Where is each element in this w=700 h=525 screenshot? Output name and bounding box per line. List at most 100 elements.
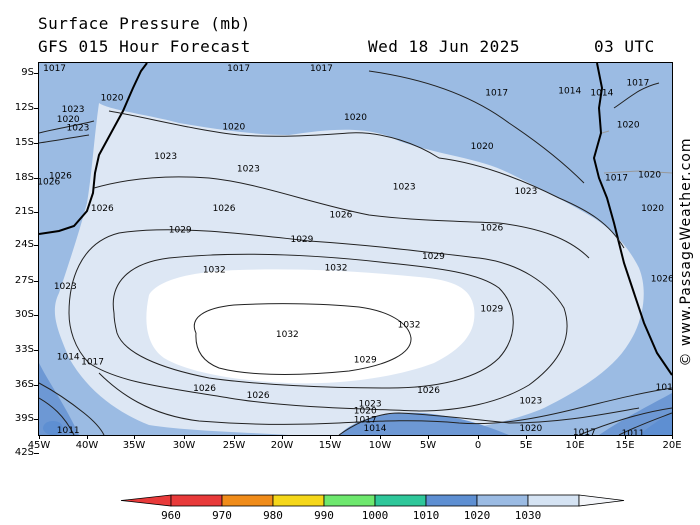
longitude-label: 10W (368, 440, 392, 451)
isobar-label: 1032 (276, 330, 299, 340)
band-1010-1014-southwest (39, 363, 79, 435)
isobar-label: 1014 (590, 88, 613, 98)
legend-label: 1030 (514, 509, 542, 522)
isobar-label: 1026 (480, 223, 503, 233)
chart-title: Surface Pressure (mb) (38, 14, 251, 33)
isobar-1017-northeast (613, 82, 660, 109)
latitude-label: 33S (14, 344, 34, 355)
isobar-label: 1029 (480, 305, 503, 315)
isobar-1032 (193, 303, 412, 375)
isobar-label: 1017 (43, 64, 66, 74)
isobar-label: 1011 (57, 426, 80, 435)
latitude-label: 36S (14, 379, 34, 390)
isobar-label: 1014 (57, 353, 80, 363)
isobar-label: 1029 (354, 356, 377, 366)
isobar-label: 1017 (485, 88, 508, 98)
isobar-label: 1017 (354, 415, 377, 425)
isobar-1023-south (98, 372, 672, 425)
isobar-label: 1020 (57, 115, 80, 125)
isobar-label: 1020 (641, 204, 664, 214)
latitude-label: 12S (14, 102, 34, 113)
longitude-tick (282, 435, 283, 439)
latitude-label: 24S (14, 239, 34, 250)
latitude-tick (34, 453, 39, 454)
longitude-tick (380, 435, 381, 439)
latitude-label: 39S (14, 413, 34, 424)
legend-swatch (323, 494, 376, 507)
isobar-1020-north (108, 110, 625, 249)
longitude-label: 15E (615, 440, 635, 451)
longitude-label: 10E (565, 440, 585, 451)
isobar-label: 1017 (605, 174, 628, 184)
latitude-tick (34, 315, 39, 316)
legend-arrow-right (578, 494, 625, 507)
latitude-label: 42S (14, 447, 34, 458)
isobar-label: 1032 (203, 266, 226, 276)
longitude-tick (330, 435, 331, 439)
band-1030-plus (146, 269, 475, 384)
isobar-label: 1026 (49, 172, 72, 182)
isobar-label: 1026 (417, 386, 440, 396)
africa-coastline (592, 63, 672, 376)
isobar-label: 1026 (651, 274, 672, 284)
isobar-label: 1014 (364, 424, 387, 434)
legend-label: 1000 (361, 509, 389, 522)
isobar-1023 (93, 176, 590, 259)
longitude-tick (39, 435, 40, 439)
border-line (603, 170, 672, 174)
longitude-label: 40W (75, 440, 99, 451)
isobar-label: 1020 (222, 123, 245, 133)
longitude-label: 0 (474, 440, 482, 451)
latitude-label: 9S (21, 67, 34, 78)
isobar-label: 1026 (247, 391, 270, 401)
isobar-label: 1029 (422, 252, 445, 262)
longitude-tick (478, 435, 479, 439)
isobar-label: 1023 (154, 152, 177, 162)
legend-swatch (221, 494, 274, 507)
legend-label: 1010 (412, 509, 440, 522)
legend-swatch (425, 494, 478, 507)
band-1008-southeast (639, 411, 672, 435)
isobar-label: 1026 (329, 211, 352, 221)
watermark-text: © www.PassageWeather.com (678, 137, 694, 367)
longitude-label: 35W (122, 440, 146, 451)
isobar-1020-south (338, 407, 640, 435)
longitude-label: 45W (27, 440, 51, 451)
legend-label: 1020 (463, 509, 491, 522)
legend-swatch (476, 494, 529, 507)
isobars (39, 70, 672, 435)
legend-swatch (374, 494, 427, 507)
isobar-label: 1020 (617, 121, 640, 131)
isobar-label: 1011 (656, 383, 672, 393)
isobar-label: 1032 (325, 264, 348, 274)
isobar-label: 1026 (39, 177, 60, 187)
longitude-tick (575, 435, 576, 439)
isobar-label: 1020 (354, 407, 377, 417)
isobar-label: 1023 (62, 105, 85, 115)
isobar-label: 1023 (519, 397, 542, 407)
legend-swatch (272, 494, 325, 507)
longitude-label: 5W (419, 440, 437, 451)
south-america-coastline (39, 63, 148, 235)
isobar-label: 1023 (54, 282, 77, 292)
legend-label: 960 (161, 509, 181, 522)
isobar-label: 1023 (393, 182, 416, 192)
isobar-label: 1011 (622, 429, 645, 435)
latitude-tick (34, 419, 39, 420)
isobar-label: 1020 (344, 113, 367, 123)
isobar-label: 1014 (558, 86, 581, 96)
legend-arrow-left (120, 494, 172, 507)
isobar-1014-southeast (618, 412, 672, 435)
isobar-label: 1017 (81, 358, 104, 368)
legend-swatch (527, 494, 580, 507)
isobar-1029 (112, 253, 514, 389)
isobar-label: 1023 (67, 124, 90, 134)
latitude-label: 15S (14, 137, 34, 148)
latitude-tick (34, 108, 39, 109)
longitude-label: 5E (519, 440, 533, 451)
isobar-label: 1023 (514, 187, 537, 197)
band-1010-1014-south (339, 412, 509, 435)
isobar-label: 1020 (638, 171, 661, 181)
pressure-color-legend (120, 494, 625, 507)
